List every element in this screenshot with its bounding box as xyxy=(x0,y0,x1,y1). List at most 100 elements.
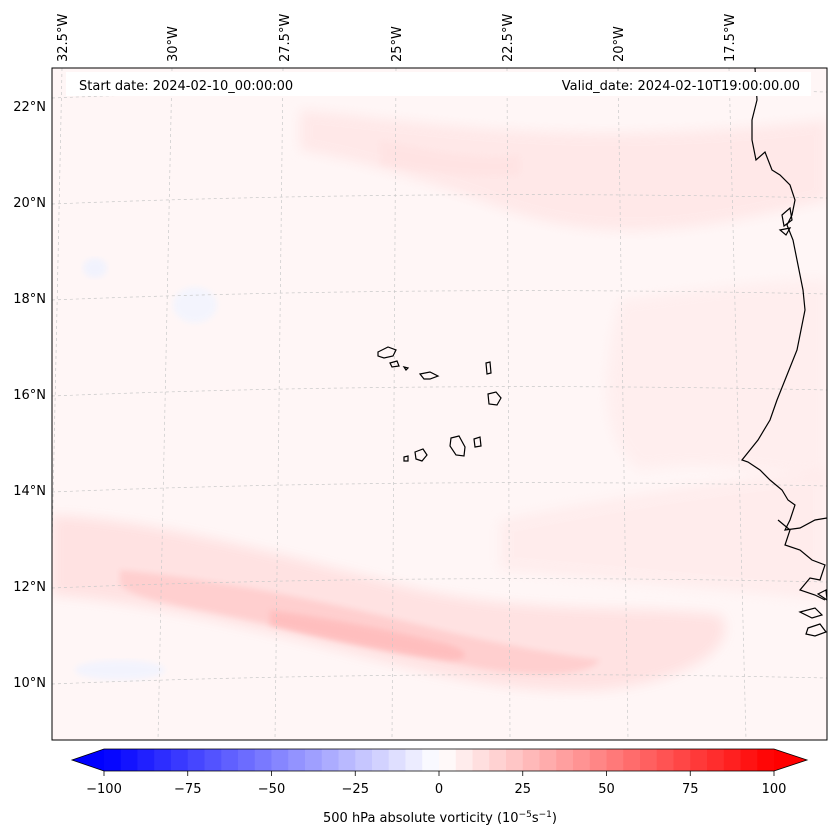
parallel-20n xyxy=(52,194,827,205)
longitude-labels: 32.5°W 30°W 27.5°W 25°W 22.5°W 20°W 17.5… xyxy=(56,14,738,62)
colorbar-tick-label: −25 xyxy=(342,782,369,797)
graticule xyxy=(52,68,827,740)
lon-label: 27.5°W xyxy=(278,14,293,62)
colorbar-segment xyxy=(623,749,641,771)
meridian-17-5w xyxy=(728,68,747,740)
parallel-14n xyxy=(52,482,827,493)
colorbar-tick-label: 25 xyxy=(514,782,531,797)
colorbar-extend-min xyxy=(72,749,104,771)
coast-inlet xyxy=(781,206,793,228)
lat-label: 18°N xyxy=(13,292,46,307)
vorticity-patch-southeast xyxy=(500,470,827,600)
bijagos-island xyxy=(805,623,827,637)
colorbar-segment xyxy=(707,749,725,771)
colorbar-segment xyxy=(673,749,691,771)
colorbar-segment xyxy=(321,749,340,771)
colorbar-ticks: −100 −75 −50 −25 0 25 50 75 100 xyxy=(86,771,786,797)
colorbar-segment xyxy=(422,749,440,771)
colorbar-tick-label: 75 xyxy=(682,782,699,797)
colorbar-segment xyxy=(455,749,474,771)
colorbar-segment xyxy=(154,749,172,771)
colorbar-tick-label: −100 xyxy=(86,782,122,797)
lat-label: 20°N xyxy=(13,196,46,211)
lat-label: 16°N xyxy=(13,388,46,403)
lon-label: 17.5°W xyxy=(723,14,738,62)
vorticity-patch-east xyxy=(606,280,827,480)
valid-date-text: Valid_date: 2024-02-10T19:00:00.00 xyxy=(562,79,800,94)
parallel-16n xyxy=(52,386,827,397)
island-sao-vicente xyxy=(389,360,400,368)
lon-label: 25°W xyxy=(390,26,405,62)
parallel-12n xyxy=(52,578,827,589)
colorbar-segment xyxy=(506,749,524,771)
lat-label: 14°N xyxy=(13,484,46,499)
colorbar-tick-label: 100 xyxy=(762,782,787,797)
guinea-bissau-coast xyxy=(777,519,826,601)
colorbar-segments xyxy=(104,749,775,771)
island-sal xyxy=(485,361,492,375)
colorbar-segment xyxy=(405,749,423,771)
parallel-18n xyxy=(52,290,827,301)
colorbar-label: 500 hPa absolute vorticity (10−5s−1) xyxy=(323,810,557,826)
colorbar-segment xyxy=(355,749,373,771)
colorbar-segment xyxy=(573,749,591,771)
colorbar-segment xyxy=(171,749,189,771)
colorbar-segment xyxy=(104,749,122,771)
colorbar-segment xyxy=(656,749,675,771)
colorbar-segment xyxy=(723,749,742,771)
island-santiago xyxy=(449,435,466,457)
colorbar-segment xyxy=(489,749,507,771)
colorbar-segment xyxy=(740,749,758,771)
colorbar-segment xyxy=(238,749,256,771)
meridian-32-5w xyxy=(52,68,63,565)
colorbar-segment xyxy=(640,749,658,771)
colorbar-segment xyxy=(372,749,390,771)
colorbar: −100 −75 −50 −25 0 25 50 75 100 500 hPa absolute… xyxy=(70,748,809,826)
vorticity-band-south-mid xyxy=(120,570,600,674)
meridian-30w xyxy=(157,68,173,740)
colorbar-segment xyxy=(556,749,574,771)
header-strip xyxy=(66,72,811,96)
colorbar-extend-max xyxy=(774,749,807,771)
colorbar-segment xyxy=(271,749,289,771)
island-santo-antao xyxy=(377,346,397,359)
lat-label: 12°N xyxy=(13,580,46,595)
island-santa-luzia xyxy=(402,366,410,371)
colorbar-segment xyxy=(120,749,139,771)
vorticity-band-south-outer xyxy=(52,515,725,691)
colorbar-tick-label: −50 xyxy=(258,782,285,797)
lat-label: 22°N xyxy=(13,100,46,115)
vorticity-band-core xyxy=(270,610,465,660)
vorticity-negative-spot xyxy=(83,258,107,278)
vorticity-patch xyxy=(380,140,520,177)
colorbar-tick-label: −75 xyxy=(174,782,201,797)
island-sao-nicolau xyxy=(418,371,440,380)
colorbar-segment xyxy=(690,749,708,771)
map-panel: Start date: 2024-02-10_00:00:00 Valid_da… xyxy=(51,67,828,741)
lon-label: 20°W xyxy=(612,26,627,62)
colorbar-segment xyxy=(522,749,541,771)
island-boa-vista xyxy=(487,391,502,406)
colorbar-segment xyxy=(305,749,323,771)
coastlines xyxy=(377,68,827,637)
colorbar-segment xyxy=(204,749,222,771)
vorticity-negative-spot xyxy=(75,660,165,680)
lon-label: 22.5°W xyxy=(501,14,516,62)
colorbar-segment xyxy=(757,749,775,771)
colorbar-segment xyxy=(388,749,407,771)
meridian-27-5w xyxy=(274,68,284,740)
colorbar-tick-label: 50 xyxy=(598,782,615,797)
meridian-25w xyxy=(391,68,397,740)
lon-label: 32.5°W xyxy=(56,14,71,62)
map-frame xyxy=(51,67,828,741)
vorticity-band-north xyxy=(300,110,827,231)
parallel-10n xyxy=(52,674,827,685)
colorbar-segment xyxy=(137,749,155,771)
meridian-20w xyxy=(617,68,629,740)
colorbar-segment xyxy=(606,749,624,771)
colorbar-segment xyxy=(539,749,557,771)
coast-inlet xyxy=(778,227,792,236)
colorbar-segment xyxy=(472,749,490,771)
colorbar-segment xyxy=(338,749,356,771)
